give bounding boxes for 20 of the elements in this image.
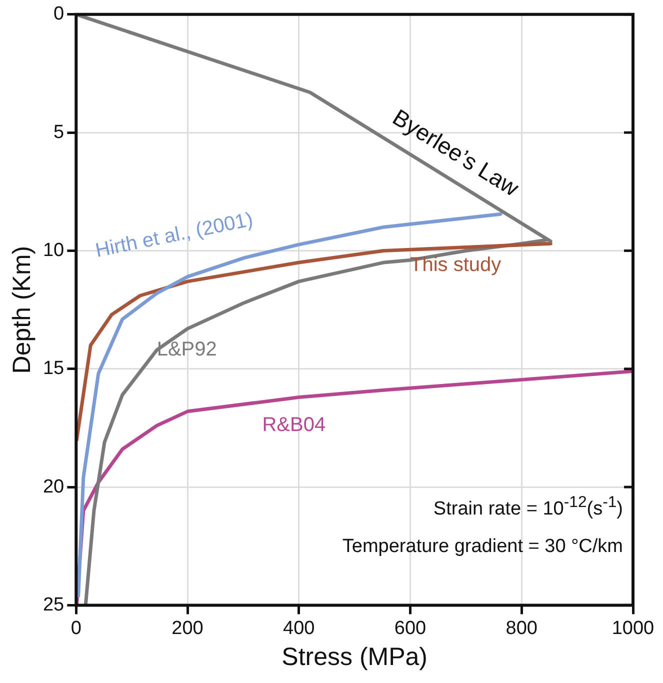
y-tick-label: 20 <box>42 476 64 498</box>
y-tick-label: 15 <box>42 358 64 380</box>
y-tick-label: 25 <box>42 594 64 616</box>
y-axis-title: Depth (Km) <box>8 246 36 374</box>
series-label: L&P92 <box>156 338 217 360</box>
x-axis-title: Stress (MPa) <box>282 642 428 671</box>
y-tick-label: 0 <box>54 4 64 25</box>
x-tick-label: 400 <box>283 618 315 639</box>
text: Hirth et al., (2001) <box>94 208 255 262</box>
x-tick-label: 200 <box>172 618 204 639</box>
series-label: R&B04 <box>262 414 326 436</box>
annotation: Temperature gradient = 30 °C/km <box>342 536 623 558</box>
x-tick-label: 0 <box>70 618 82 639</box>
y-tick-label: 5 <box>54 122 64 143</box>
x-tick-label: 800 <box>506 618 538 639</box>
x-tick-label: 600 <box>394 618 426 639</box>
annotation: Strain rate = 10$^{-12}$(s$^{-1}$) <box>433 494 623 520</box>
x-tick-label: 1000 <box>612 618 654 639</box>
y-tick-label: 10 <box>42 240 64 261</box>
series-label: This study <box>410 254 502 276</box>
